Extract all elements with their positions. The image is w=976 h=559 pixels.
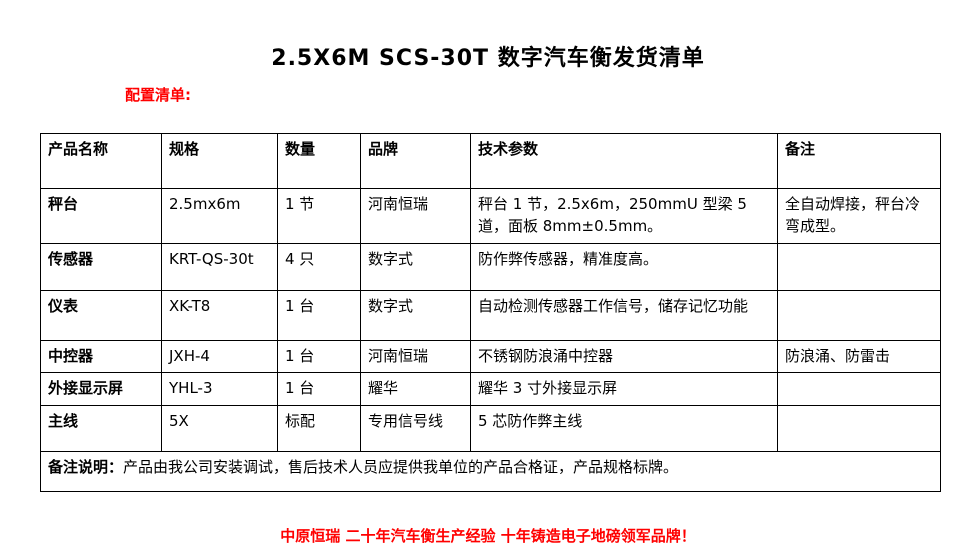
header-note: 备注 bbox=[777, 133, 941, 189]
cell-spec: YHL-3 bbox=[161, 372, 278, 406]
cell-params: 秤台 1 节，2.5x6m，250mmU 型梁 5 道，面板 8mm±0.5mm… bbox=[470, 188, 778, 244]
cell-params: 耀华 3 寸外接显示屏 bbox=[470, 372, 778, 406]
page-title: 2.5X6M SCS-30T 数字汽车衡发货清单 bbox=[271, 46, 705, 71]
cell-brand: 数字式 bbox=[360, 242, 471, 291]
cell-qty: 1 节 bbox=[277, 188, 361, 244]
cell-qty: 标配 bbox=[277, 405, 361, 452]
cell-qty: 1 台 bbox=[277, 372, 361, 406]
cell-product-name: 秤台 bbox=[40, 188, 162, 244]
header-params: 技术参数 bbox=[470, 133, 778, 189]
cell-brand: 数字式 bbox=[360, 289, 471, 341]
table-row: 主线 5X 标配 专用信号线 5 芯防作弊主线 bbox=[40, 405, 941, 452]
cell-product-name: 外接显示屏 bbox=[40, 372, 162, 406]
table-row: 外接显示屏 YHL-3 1 台 耀华 耀华 3 寸外接显示屏 bbox=[40, 372, 941, 406]
cell-product-name: 中控器 bbox=[40, 339, 162, 374]
cell-brand: 专用信号线 bbox=[360, 405, 471, 452]
cell-note bbox=[777, 242, 941, 291]
remark-text: 产品由我公司安装调试，售后技术人员应提供我单位的产品合格证，产品规格标牌。 bbox=[123, 458, 679, 476]
cell-product-name: 主线 bbox=[40, 405, 162, 452]
remark-label: 备注说明： bbox=[48, 458, 124, 476]
cell-qty: 1 台 bbox=[277, 339, 361, 374]
cell-qty: 1 台 bbox=[277, 289, 361, 341]
cell-note: 防浪涌、防雷击 bbox=[777, 339, 941, 374]
cell-note bbox=[777, 405, 941, 452]
table-row: 秤台 2.5mx6m 1 节 河南恒瑞 秤台 1 节，2.5x6m，250mmU… bbox=[40, 188, 941, 244]
table-row: 仪表 XK-T8 1 台 数字式 自动检测传感器工作信号，储存记忆功能 bbox=[40, 289, 941, 341]
cell-product-name: 仪表 bbox=[40, 289, 162, 341]
shipping-list-table: 产品名称 规格 数量 品牌 技术参数 备注 秤台 2.5mx6m 1 节 河南恒… bbox=[40, 133, 941, 492]
cell-brand: 河南恒瑞 bbox=[360, 339, 471, 374]
cell-params: 防作弊传感器，精准度高。 bbox=[470, 242, 778, 291]
cell-params: 5 芯防作弊主线 bbox=[470, 405, 778, 452]
cell-note bbox=[777, 372, 941, 406]
cell-spec: 5X bbox=[161, 405, 278, 452]
cell-note: 全自动焊接，秤台冷弯成型。 bbox=[777, 188, 941, 244]
cell-spec: JXH-4 bbox=[161, 339, 278, 374]
cell-brand: 耀华 bbox=[360, 372, 471, 406]
cell-product-name: 传感器 bbox=[40, 242, 162, 291]
header-spec: 规格 bbox=[161, 133, 278, 189]
config-list-label: 配置清单: bbox=[125, 86, 191, 104]
cell-spec: 2.5mx6m bbox=[161, 188, 278, 244]
header-brand: 品牌 bbox=[360, 133, 471, 189]
cell-qty: 4 只 bbox=[277, 242, 361, 291]
cell-params: 不锈钢防浪涌中控器 bbox=[470, 339, 778, 374]
cell-note bbox=[777, 289, 941, 341]
cell-spec: XK-T8 bbox=[161, 289, 278, 341]
footer-slogan: 中原恒瑞 二十年汽车衡生产经验 十年铸造电子地磅领军品牌！ bbox=[280, 527, 696, 545]
table-remark-row: 备注说明：产品由我公司安装调试，售后技术人员应提供我单位的产品合格证，产品规格标… bbox=[40, 451, 941, 492]
cell-spec: KRT-QS-30t bbox=[161, 242, 278, 291]
cell-params: 自动检测传感器工作信号，储存记忆功能 bbox=[470, 289, 778, 341]
remark-cell: 备注说明：产品由我公司安装调试，售后技术人员应提供我单位的产品合格证，产品规格标… bbox=[40, 451, 941, 492]
table-header-row: 产品名称 规格 数量 品牌 技术参数 备注 bbox=[40, 133, 941, 189]
cell-brand: 河南恒瑞 bbox=[360, 188, 471, 244]
header-qty: 数量 bbox=[277, 133, 361, 189]
header-product-name: 产品名称 bbox=[40, 133, 162, 189]
table-row: 传感器 KRT-QS-30t 4 只 数字式 防作弊传感器，精准度高。 bbox=[40, 242, 941, 291]
table-row: 中控器 JXH-4 1 台 河南恒瑞 不锈钢防浪涌中控器 防浪涌、防雷击 bbox=[40, 339, 941, 374]
